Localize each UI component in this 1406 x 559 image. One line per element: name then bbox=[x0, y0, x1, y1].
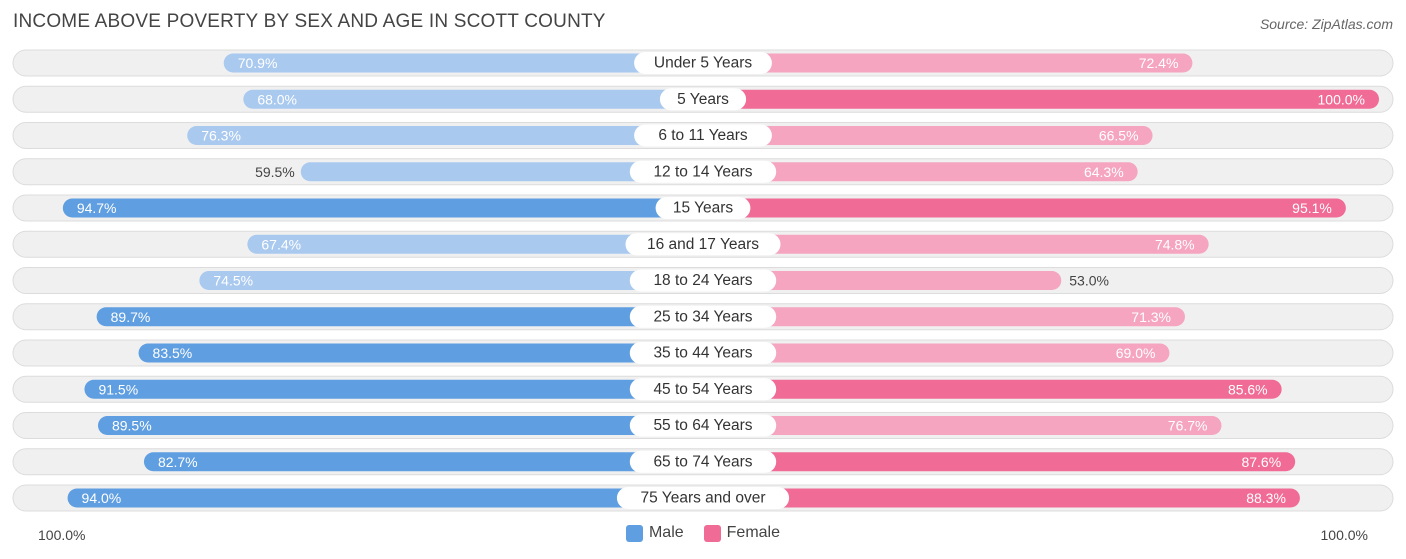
bar-chart: 70.9% 72.4% Under 5 Years 68.0% 100.0% 5 Year… bbox=[12, 49, 1394, 512]
label-female-5-years: 100.0% bbox=[1318, 91, 1365, 107]
bar-male-6-to-11-years[interactable] bbox=[187, 126, 703, 145]
bar-female-55-to-64-years[interactable] bbox=[703, 416, 1222, 435]
category-label-12-to-14-years: 12 to 14 Years bbox=[653, 163, 752, 180]
label-male-65-to-74-years: 82.7% bbox=[158, 454, 198, 470]
label-female-65-to-74-years: 87.6% bbox=[1241, 454, 1281, 470]
category-pill-25-to-34-years bbox=[629, 305, 777, 328]
bar-female-5-years[interactable] bbox=[703, 89, 1379, 109]
category-pill-75-years-and-over bbox=[616, 487, 790, 509]
label-female-12-to-14-years: 64.3% bbox=[1084, 164, 1124, 180]
label-male-25-to-34-years: 89.7% bbox=[111, 309, 151, 325]
label-male-6-to-11-years: 76.3% bbox=[201, 128, 241, 144]
legend-item-female[interactable]: Female bbox=[703, 524, 781, 542]
category-pill-45-to-54-years bbox=[629, 378, 777, 401]
legend-label-male: Male bbox=[648, 524, 684, 541]
bar-female-15-years[interactable] bbox=[703, 198, 1346, 218]
bar-female-45-to-54-years[interactable] bbox=[703, 379, 1282, 399]
bar-male-16-and-17-years[interactable] bbox=[247, 234, 703, 254]
label-male-15-years: 94.7% bbox=[77, 200, 117, 216]
label-female-under-5-years: 72.4% bbox=[1139, 55, 1179, 71]
bar-female-under-5-years[interactable] bbox=[703, 53, 1193, 73]
label-female-16-and-17-years: 74.8% bbox=[1155, 236, 1195, 252]
bar-male-18-to-24-years[interactable] bbox=[199, 271, 703, 290]
bar-female-6-to-11-years[interactable] bbox=[703, 126, 1153, 145]
category-label-6-to-11-years: 6 to 11 Years bbox=[658, 127, 748, 144]
bar-male-12-to-14-years[interactable] bbox=[300, 162, 703, 182]
label-female-35-to-44-years: 69.0% bbox=[1116, 345, 1156, 361]
category-pill-6-to-11-years bbox=[634, 124, 772, 147]
category-pill-35-to-44-years bbox=[629, 342, 777, 364]
label-male-75-years-and-over: 94.0% bbox=[82, 490, 122, 506]
label-male-under-5-years: 70.9% bbox=[238, 55, 278, 71]
category-pill-15-years bbox=[655, 197, 751, 219]
legend-item-male[interactable]: Male bbox=[625, 524, 684, 542]
bar-male-15-years[interactable] bbox=[62, 198, 703, 218]
category-label-75-years-and-over: 75 Years and over bbox=[641, 490, 766, 507]
category-label-16-and-17-years: 16 and 17 Years bbox=[647, 236, 759, 253]
bar-male-65-to-74-years[interactable] bbox=[143, 452, 703, 472]
axis-right-label: 100.0% bbox=[1320, 527, 1368, 543]
label-female-18-to-24-years: 53.0% bbox=[1069, 273, 1109, 289]
axis-left-label: 100.0% bbox=[38, 527, 86, 543]
category-pill-under-5-years bbox=[634, 52, 772, 74]
category-pill-5-years bbox=[659, 88, 747, 111]
category-label-5-years: 5 Years bbox=[677, 91, 729, 108]
label-female-25-to-34-years: 71.3% bbox=[1131, 309, 1171, 325]
chart-title: INCOME ABOVE POVERTY BY SEX AND AGE IN S… bbox=[13, 11, 606, 32]
label-male-18-to-24-years: 74.5% bbox=[213, 273, 253, 289]
bar-female-18-to-24-years[interactable] bbox=[703, 271, 1062, 290]
category-pill-18-to-24-years bbox=[629, 269, 777, 292]
bar-female-75-years-and-over[interactable] bbox=[703, 488, 1300, 508]
category-pill-55-to-64-years bbox=[629, 414, 777, 437]
label-female-6-to-11-years: 66.5% bbox=[1099, 128, 1139, 144]
bar-female-16-and-17-years[interactable] bbox=[703, 234, 1209, 254]
category-label-65-to-74-years: 65 to 74 Years bbox=[653, 453, 752, 470]
label-male-55-to-64-years: 89.5% bbox=[112, 418, 152, 434]
category-pill-65-to-74-years bbox=[629, 450, 777, 473]
bar-male-75-years-and-over[interactable] bbox=[67, 488, 703, 508]
label-female-55-to-64-years: 76.7% bbox=[1168, 418, 1208, 434]
legend: Male Female bbox=[0, 524, 1406, 542]
label-female-15-years: 95.1% bbox=[1292, 200, 1332, 216]
bar-female-12-to-14-years[interactable] bbox=[703, 162, 1138, 182]
label-female-75-years-and-over: 88.3% bbox=[1246, 490, 1286, 506]
category-pill-12-to-14-years bbox=[629, 160, 777, 183]
bar-male-55-to-64-years[interactable] bbox=[97, 416, 704, 435]
bar-female-65-to-74-years[interactable] bbox=[703, 452, 1296, 472]
legend-swatch-female bbox=[703, 524, 721, 542]
label-male-35-to-44-years: 83.5% bbox=[153, 345, 193, 361]
bar-male-35-to-44-years[interactable] bbox=[138, 343, 704, 363]
label-male-45-to-54-years: 91.5% bbox=[98, 381, 138, 397]
legend-label-female: Female bbox=[726, 524, 781, 541]
label-female-45-to-54-years: 85.6% bbox=[1228, 381, 1268, 397]
bar-female-35-to-44-years[interactable] bbox=[703, 343, 1170, 363]
category-label-45-to-54-years: 45 to 54 Years bbox=[653, 381, 752, 398]
category-label-15-years: 15 Years bbox=[673, 200, 734, 217]
bar-female-25-to-34-years[interactable] bbox=[703, 307, 1185, 327]
category-label-under-5-years: Under 5 Years bbox=[654, 55, 752, 72]
label-male-16-and-17-years: 67.4% bbox=[261, 236, 301, 252]
bar-male-under-5-years[interactable] bbox=[223, 53, 703, 73]
bar-male-25-to-34-years[interactable] bbox=[96, 307, 704, 327]
label-male-12-to-14-years: 59.5% bbox=[255, 164, 295, 180]
legend-swatch-male bbox=[625, 524, 643, 542]
category-label-25-to-34-years: 25 to 34 Years bbox=[653, 308, 752, 325]
category-label-35-to-44-years: 35 to 44 Years bbox=[653, 345, 752, 362]
category-label-55-to-64-years: 55 to 64 Years bbox=[653, 417, 752, 434]
category-label-18-to-24-years: 18 to 24 Years bbox=[653, 272, 752, 289]
label-male-5-years: 68.0% bbox=[257, 91, 297, 107]
source-note: Source: ZipAtlas.com bbox=[1259, 16, 1393, 32]
bar-male-45-to-54-years[interactable] bbox=[84, 379, 703, 399]
bar-male-5-years[interactable] bbox=[243, 89, 703, 109]
category-pill-16-and-17-years bbox=[625, 233, 781, 256]
